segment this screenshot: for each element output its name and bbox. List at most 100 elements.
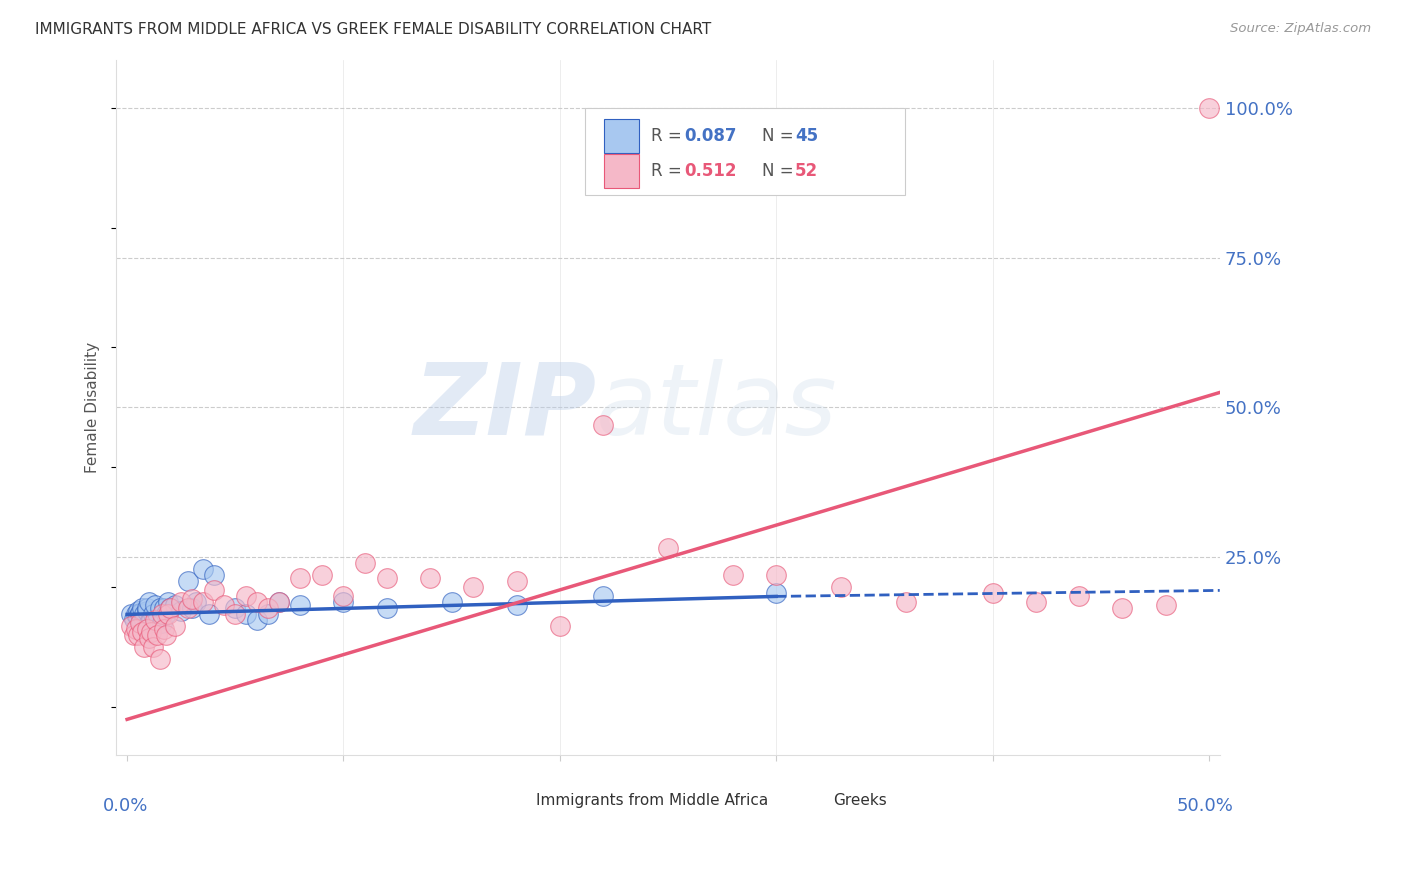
Point <box>176 574 198 589</box>
Point <box>134 607 156 622</box>
Point <box>198 607 221 622</box>
Point <box>125 623 148 637</box>
Point <box>375 571 398 585</box>
Point <box>981 586 1004 600</box>
Text: Immigrants from Middle Africa: Immigrants from Middle Africa <box>536 793 768 808</box>
Point <box>765 568 787 582</box>
Point <box>139 625 162 640</box>
Point <box>1154 599 1177 613</box>
Text: ZIP: ZIP <box>413 359 596 456</box>
Point <box>138 616 160 631</box>
Point <box>332 595 354 609</box>
Point <box>332 590 354 604</box>
Bar <box>605 120 640 153</box>
Point <box>186 595 208 609</box>
Point <box>765 586 787 600</box>
Y-axis label: Female Disability: Female Disability <box>86 342 100 473</box>
Text: R =: R = <box>651 128 688 145</box>
Point <box>138 595 160 609</box>
Point <box>150 616 173 631</box>
Point <box>163 619 186 633</box>
Point <box>143 614 166 628</box>
Point <box>120 607 142 622</box>
Text: 0.087: 0.087 <box>685 128 737 145</box>
Point <box>202 583 225 598</box>
Point <box>146 614 169 628</box>
Point <box>505 574 527 589</box>
Text: 0.0%: 0.0% <box>103 797 149 815</box>
Point <box>256 601 278 615</box>
Text: IMMIGRANTS FROM MIDDLE AFRICA VS GREEK FEMALE DISABILITY CORRELATION CHART: IMMIGRANTS FROM MIDDLE AFRICA VS GREEK F… <box>35 22 711 37</box>
Point <box>143 599 166 613</box>
Point <box>181 592 204 607</box>
Point <box>134 614 156 628</box>
Point <box>127 610 149 624</box>
Point <box>657 541 679 556</box>
Point <box>127 604 149 618</box>
Bar <box>800 793 825 808</box>
Point <box>1198 101 1220 115</box>
Text: 45: 45 <box>794 128 818 145</box>
Point <box>246 614 269 628</box>
Point <box>170 604 193 618</box>
Point <box>129 607 152 622</box>
Point <box>155 607 177 622</box>
Point <box>146 628 169 642</box>
Point <box>159 601 181 615</box>
Point <box>127 628 149 642</box>
Text: 0.512: 0.512 <box>685 162 737 180</box>
Point <box>135 601 157 615</box>
Point <box>142 607 165 622</box>
Point <box>159 601 181 615</box>
Point <box>894 595 917 609</box>
Point <box>419 571 441 585</box>
Point <box>181 601 204 615</box>
Point <box>155 628 177 642</box>
Point <box>721 568 744 582</box>
Point <box>214 599 236 613</box>
Text: atlas: atlas <box>596 359 838 456</box>
Point <box>246 595 269 609</box>
Point <box>120 619 142 633</box>
Point <box>354 557 377 571</box>
Point <box>139 614 162 628</box>
Point <box>288 599 311 613</box>
Text: N =: N = <box>762 128 799 145</box>
Text: Greeks: Greeks <box>834 793 887 808</box>
Point <box>153 601 176 615</box>
Point <box>129 606 152 620</box>
Point <box>592 590 614 604</box>
Point <box>131 616 153 631</box>
Point <box>202 568 225 582</box>
Point <box>150 607 173 622</box>
Point <box>176 601 198 615</box>
Point <box>142 640 165 655</box>
Point <box>592 418 614 433</box>
Point <box>191 562 214 576</box>
Point <box>267 595 290 609</box>
Point <box>440 595 463 609</box>
FancyBboxPatch shape <box>585 108 905 195</box>
Point <box>1111 601 1133 615</box>
Point <box>830 581 852 595</box>
Point <box>256 607 278 622</box>
Point <box>163 599 186 613</box>
Point <box>235 607 257 622</box>
Point <box>235 590 257 604</box>
Point <box>1067 590 1090 604</box>
Point <box>138 632 160 646</box>
Point <box>131 625 153 640</box>
Point <box>134 640 156 655</box>
Text: R =: R = <box>651 162 688 180</box>
Point <box>157 595 180 609</box>
Bar <box>605 154 640 187</box>
Point <box>129 616 152 631</box>
Point <box>148 652 170 666</box>
Point <box>548 619 571 633</box>
Text: Source: ZipAtlas.com: Source: ZipAtlas.com <box>1230 22 1371 36</box>
Point <box>375 601 398 615</box>
Text: 50.0%: 50.0% <box>1175 797 1233 815</box>
Point <box>122 611 145 625</box>
Point <box>224 607 246 622</box>
Point <box>135 604 157 618</box>
